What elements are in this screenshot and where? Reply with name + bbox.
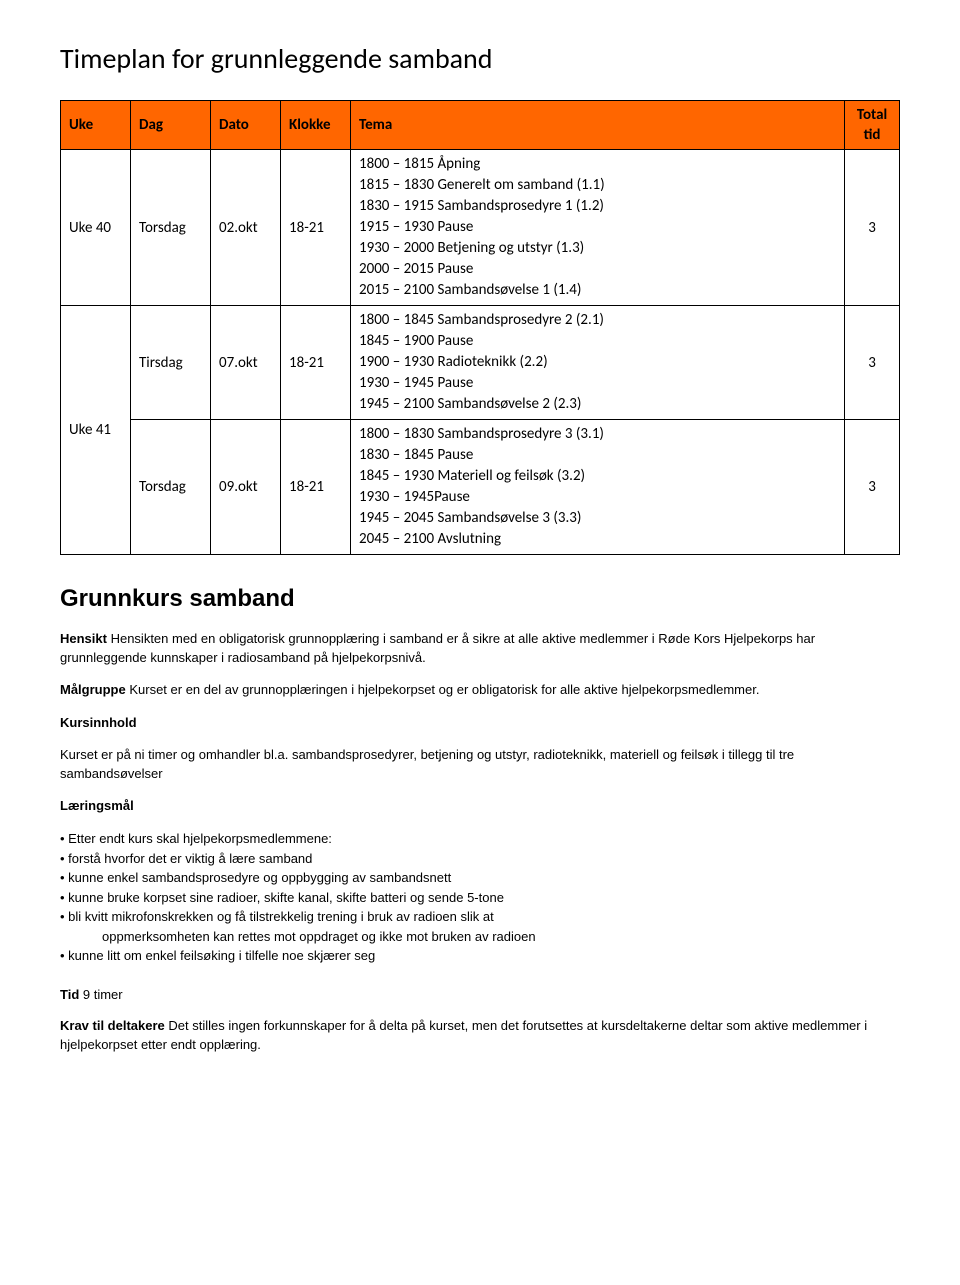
laeringsmal-label-line: Læringsmål xyxy=(60,797,900,815)
cell-tema: 1800 – 1830 Sambandsprosedyre 3 (3.1)183… xyxy=(351,420,845,555)
goal-item: kunne enkel sambandsprosedyre og oppbygg… xyxy=(60,868,900,888)
tid-value: 9 timer xyxy=(79,987,122,1002)
tid-label: Tid xyxy=(60,987,79,1002)
col-dato: Dato xyxy=(211,100,281,150)
laeringsmal-label: Læringsmål xyxy=(60,798,134,813)
cell-uke: Uke 40 xyxy=(61,150,131,306)
hensikt-text: Hensikten med en obligatorisk grunnopplæ… xyxy=(60,631,815,665)
cell-tema: 1800 – 1845 Sambandsprosedyre 2 (2.1)184… xyxy=(351,306,845,420)
cell-total: 3 xyxy=(845,150,900,306)
kursinnhold-label: Kursinnhold xyxy=(60,715,137,730)
cell-klokke: 18-21 xyxy=(281,306,351,420)
col-total: Total tid xyxy=(845,100,900,150)
goals-list: Etter endt kurs skal hjelpekorpsmedlemme… xyxy=(60,829,900,966)
malgruppe-paragraph: Målgruppe Kurset er en del av grunnopplæ… xyxy=(60,681,900,700)
goal-item: bli kvitt mikrofonskrekken og få tilstre… xyxy=(60,907,900,927)
col-dag: Dag xyxy=(131,100,211,150)
goal-item-indent: oppmerksomheten kan rettes mot oppdraget… xyxy=(60,927,900,947)
malgruppe-text: Kurset er en del av grunnopplæringen i h… xyxy=(126,682,760,697)
col-uke: Uke xyxy=(61,100,131,150)
cell-klokke: 18-21 xyxy=(281,150,351,306)
cell-tema: 1800 – 1815 Åpning1815 – 1830 Generelt o… xyxy=(351,150,845,306)
goal-item: forstå hvorfor det er viktig å lære samb… xyxy=(60,849,900,869)
cell-total: 3 xyxy=(845,306,900,420)
cell-uke: Uke 41 xyxy=(61,306,131,555)
table-header-row: Uke Dag Dato Klokke Tema Total tid xyxy=(61,100,900,150)
section-heading: Grunnkurs samband xyxy=(60,583,900,615)
hensikt-label: Hensikt xyxy=(60,631,107,646)
goal-item: Etter endt kurs skal hjelpekorpsmedlemme… xyxy=(60,829,900,849)
hensikt-paragraph: Hensikt Hensikten med en obligatorisk gr… xyxy=(60,630,900,668)
table-row: Torsdag09.okt18-211800 – 1830 Sambandspr… xyxy=(61,420,900,555)
cell-dato: 09.okt xyxy=(211,420,281,555)
goal-item: kunne litt om enkel feilsøking i tilfell… xyxy=(60,946,900,966)
cell-klokke: 18-21 xyxy=(281,420,351,555)
krav-text: Det stilles ingen forkunnskaper for å de… xyxy=(60,1018,867,1052)
kursinnhold-text: Kurset er på ni timer og omhandler bl.a.… xyxy=(60,746,900,784)
cell-dato: 07.okt xyxy=(211,306,281,420)
krav-paragraph: Krav til deltakere Det stilles ingen for… xyxy=(60,1017,900,1055)
col-tema: Tema xyxy=(351,100,845,150)
table-row: Uke 40Torsdag02.okt18-211800 – 1815 Åpni… xyxy=(61,150,900,306)
cell-dag: Tirsdag xyxy=(131,306,211,420)
kursinnhold-label-line: Kursinnhold xyxy=(60,714,900,732)
cell-dato: 02.okt xyxy=(211,150,281,306)
cell-dag: Torsdag xyxy=(131,420,211,555)
malgruppe-label: Målgruppe xyxy=(60,682,126,697)
goal-item: kunne bruke korpset sine radioer, skifte… xyxy=(60,888,900,908)
page-title: Timeplan for grunnleggende samband xyxy=(60,40,900,78)
cell-dag: Torsdag xyxy=(131,150,211,306)
tid-line: Tid 9 timer xyxy=(60,986,900,1004)
krav-label: Krav til deltakere xyxy=(60,1018,165,1033)
col-klokke: Klokke xyxy=(281,100,351,150)
schedule-table: Uke Dag Dato Klokke Tema Total tid Uke 4… xyxy=(60,100,900,556)
table-row: Uke 41Tirsdag07.okt18-211800 – 1845 Samb… xyxy=(61,306,900,420)
cell-total: 3 xyxy=(845,420,900,555)
